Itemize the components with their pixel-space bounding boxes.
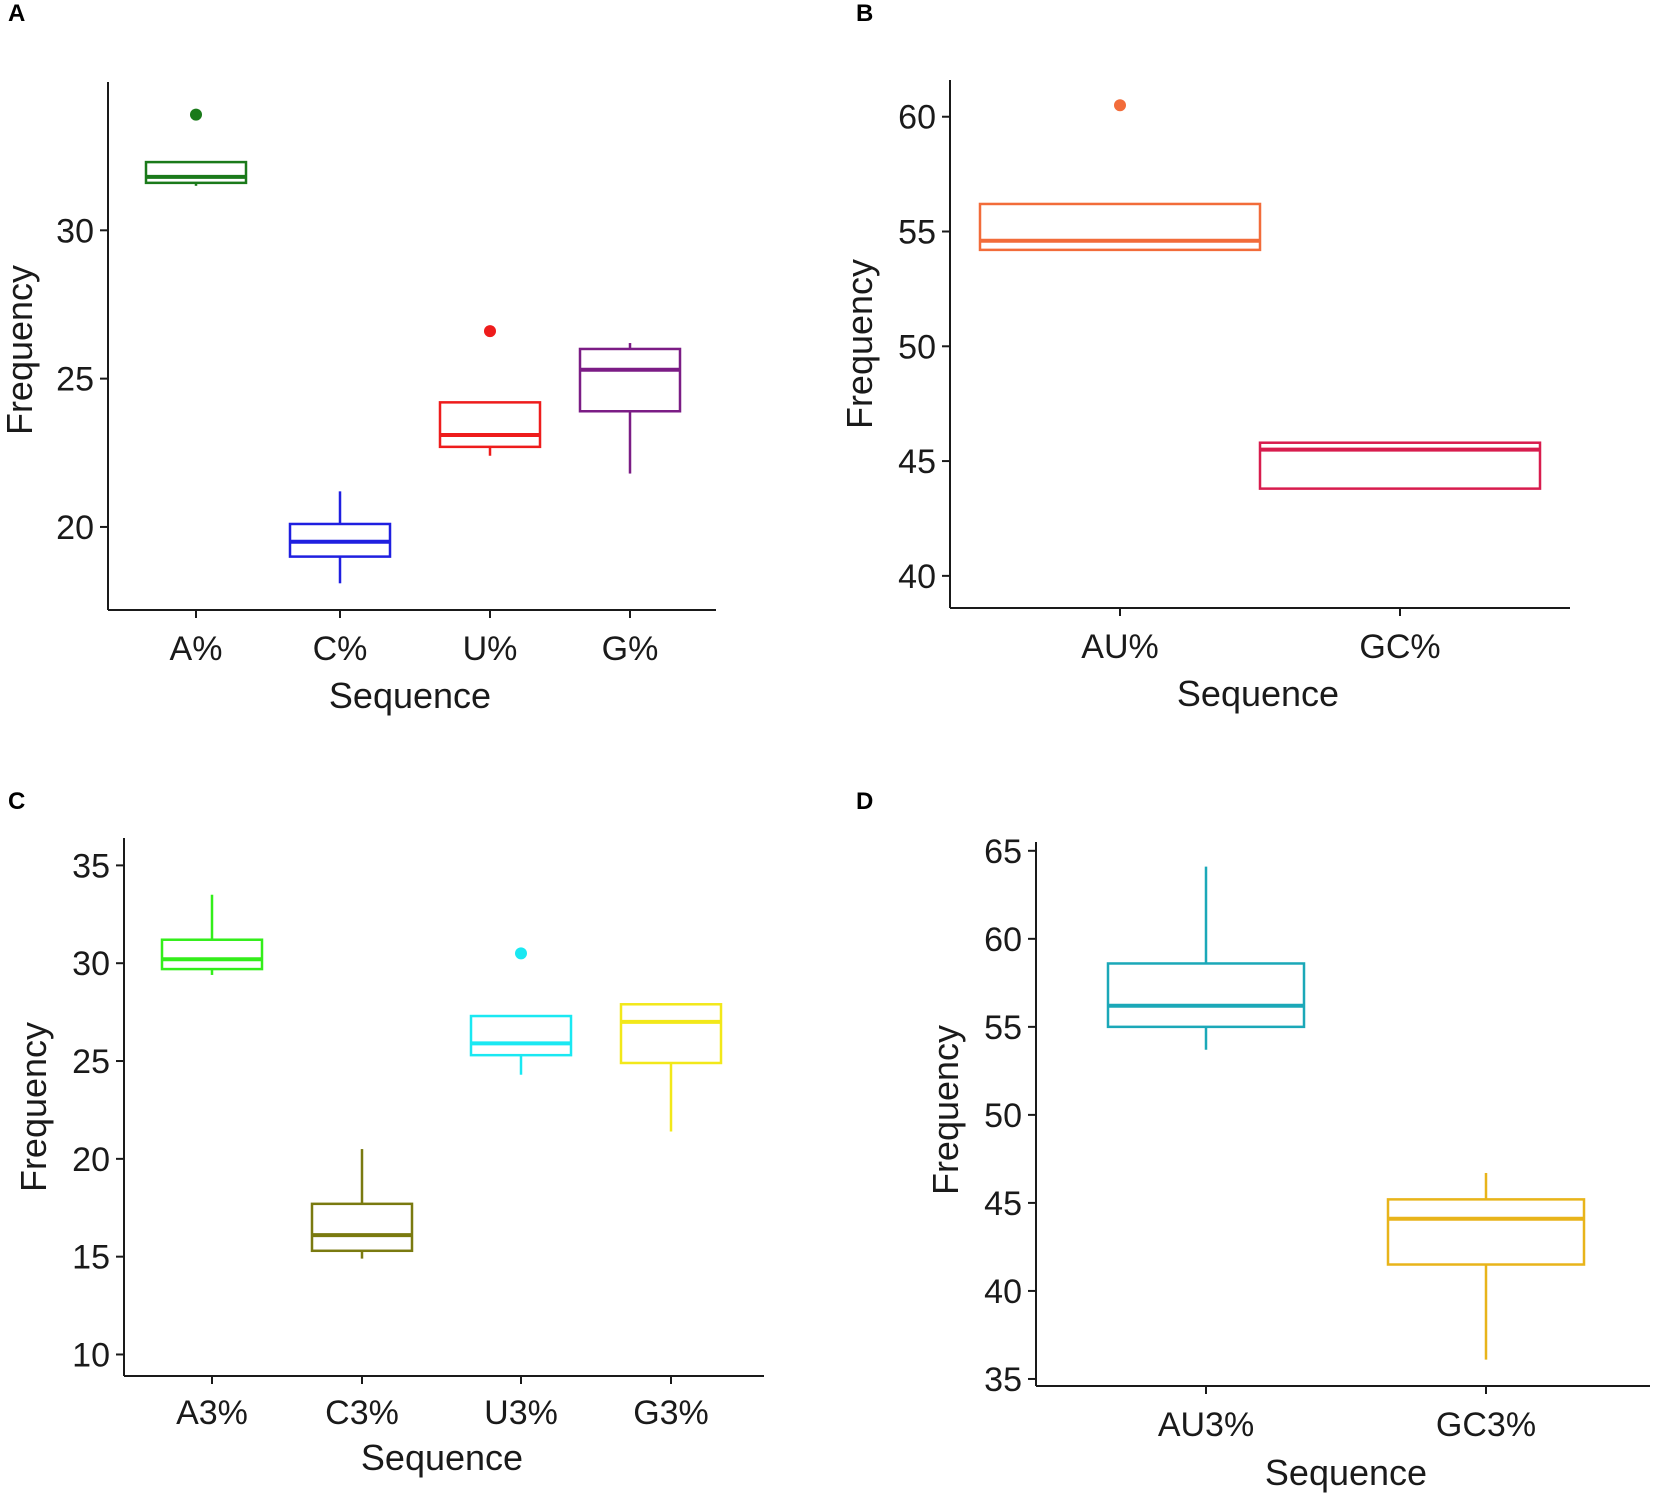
y-tick-label-b: 40 [898,558,936,596]
box-a-pct[interactable] [144,160,248,185]
y-tick-label-c: 35 [72,847,110,885]
y-tick-label-d: 50 [984,1097,1022,1135]
x-tick-label-d: GC3% [1436,1406,1536,1444]
y-tick-label-c: 25 [72,1043,110,1081]
y-tick-label-d: 45 [984,1185,1022,1223]
box-au3-pct[interactable] [1106,962,1306,1029]
panel-label-d: D [856,788,874,815]
x-axis-title-c: Sequence [361,1437,523,1478]
outlier-point-au-pct [1114,99,1126,112]
y-axis-title-b: Frequency [839,259,880,429]
panel-label-b: B [856,0,874,27]
box-c3-pct[interactable] [310,1202,414,1253]
y-tick-label-a: 25 [56,361,94,399]
y-axis-title-d: Frequency [925,1025,966,1195]
outlier-point-u3-pct [515,947,527,960]
y-tick-label-d: 65 [984,833,1022,871]
y-tick-label-c: 20 [72,1141,110,1179]
y-tick-label-d: 55 [984,1009,1022,1047]
box-g-pct[interactable] [578,347,682,413]
x-tick-label-b: AU% [1081,628,1158,666]
y-tick-label-c: 30 [72,945,110,983]
box-u3-pct[interactable] [469,1014,573,1057]
y-tick-label-b: 60 [898,99,936,137]
box-gc3-pct[interactable] [1386,1198,1586,1266]
y-tick-label-a: 30 [56,212,94,250]
x-tick-label-c: A3% [176,1394,248,1432]
x-tick-label-b: GC% [1359,628,1440,666]
box-au-pct[interactable] [978,202,1262,252]
panel-label-c: C [8,788,26,815]
x-tick-label-a: A% [170,630,223,668]
y-tick-label-b: 45 [898,443,936,481]
y-tick-label-a: 20 [56,509,94,547]
y-tick-label-b: 50 [898,328,936,366]
y-axis-title-c: Frequency [13,1022,54,1192]
x-tick-label-d: AU3% [1158,1406,1254,1444]
y-tick-label-c: 15 [72,1239,110,1277]
x-tick-label-a: U% [463,630,518,668]
x-tick-label-c: G3% [633,1394,709,1432]
y-tick-label-b: 55 [898,214,936,252]
y-tick-label-c: 10 [72,1336,110,1374]
x-axis-title-d: Sequence [1265,1452,1427,1493]
box-u-pct[interactable] [438,401,542,449]
box-a3-pct[interactable] [160,938,264,971]
outlier-point-u-pct [484,325,496,338]
panel-label-a: A [8,0,26,27]
x-axis-title-a: Sequence [329,675,491,716]
outlier-point-a-pct [190,108,202,121]
box-gc-pct[interactable] [1258,441,1542,490]
y-tick-label-d: 40 [984,1273,1022,1311]
x-tick-label-a: G% [602,630,659,668]
x-tick-label-c: U3% [484,1394,558,1432]
x-tick-label-c: C3% [325,1394,399,1432]
y-tick-label-d: 35 [984,1361,1022,1399]
y-tick-label-d: 60 [984,921,1022,959]
y-axis-title-a: Frequency [0,265,40,435]
box-g3-pct[interactable] [619,1003,723,1065]
x-axis-title-b: Sequence [1177,673,1339,714]
x-tick-label-a: C% [313,630,368,668]
